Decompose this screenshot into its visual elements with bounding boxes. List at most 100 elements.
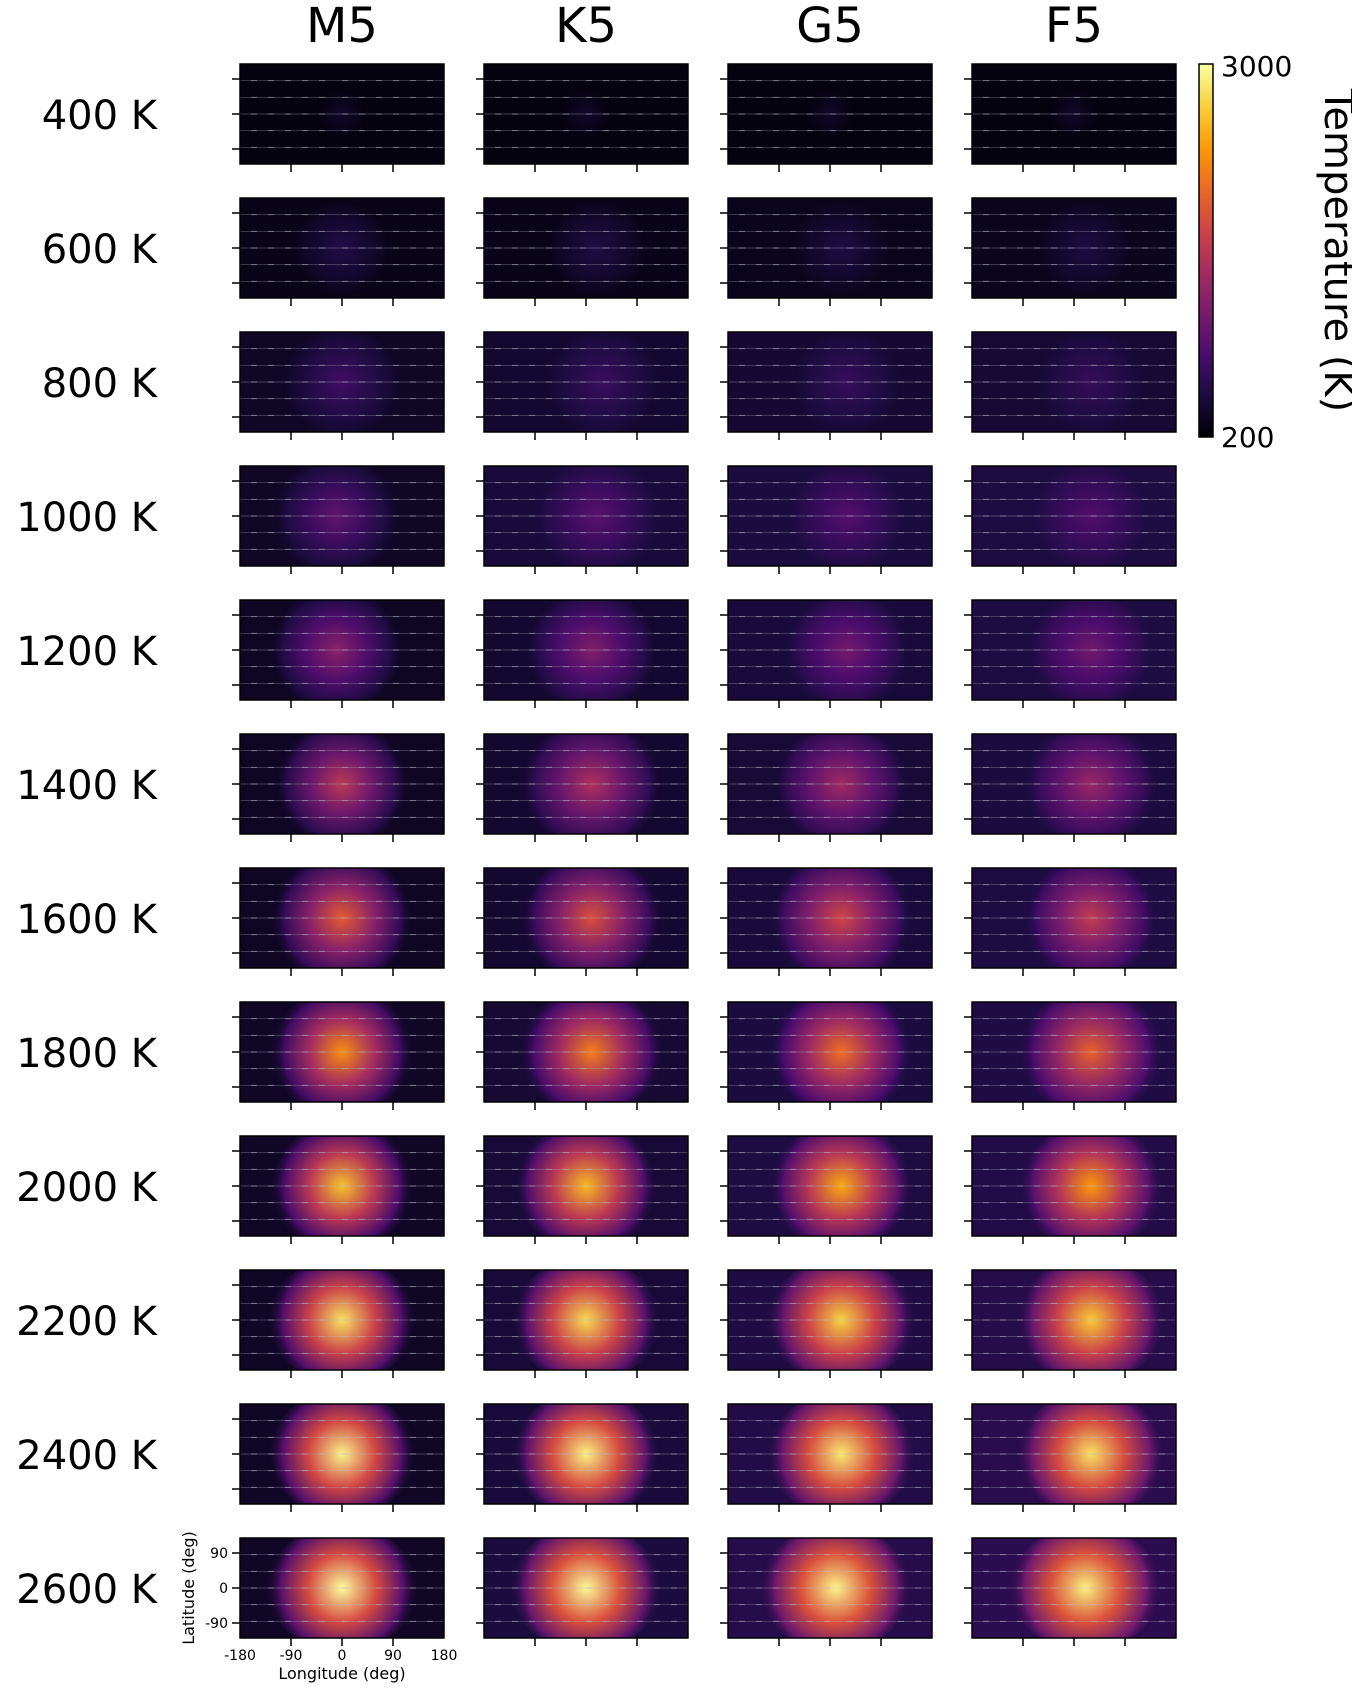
panel-field [240, 198, 444, 298]
row-label-1600: 1600 K [16, 897, 159, 943]
panel-field [972, 1270, 1176, 1370]
dayside-hotspot [773, 734, 910, 834]
row-label-1200: 1200 K [16, 629, 159, 675]
row-label-400: 400 K [42, 93, 159, 139]
panel-k5-2000 [476, 1135, 689, 1244]
panel-field [484, 1404, 688, 1504]
panel-field [240, 332, 444, 432]
panel-f5-1400 [964, 733, 1177, 842]
row-label-800: 800 K [42, 361, 159, 407]
dayside-hotspot [766, 1270, 916, 1370]
panel-field [972, 64, 1176, 164]
x-axis-label: Longitude (deg) [278, 1664, 405, 1683]
panel-g5-1600 [720, 867, 933, 976]
panel-f5-1000 [964, 465, 1177, 574]
dayside-hotspot [272, 466, 401, 566]
panel-k5-2200 [476, 1269, 689, 1378]
row-label-2200: 2200 K [16, 1299, 159, 1345]
row-label-2600: 2600 K [16, 1567, 159, 1613]
panel-field [728, 600, 932, 700]
panel-k5-1600 [476, 867, 689, 976]
column-header-k5: K5 [555, 0, 617, 54]
panel-k5-600 [476, 197, 689, 306]
dayside-hotspot [769, 1002, 914, 1102]
panel-g5-1000 [720, 465, 933, 574]
panel-g5-1200 [720, 599, 933, 708]
panel-f5-400 [964, 63, 1177, 172]
panel-field [240, 1404, 444, 1504]
x-tick-label: 180 [431, 1648, 458, 1664]
panel-m5-1000 [232, 465, 445, 574]
panel-field [728, 1270, 932, 1370]
panel-field [972, 600, 1176, 700]
panel-field [728, 198, 932, 298]
panel-field [728, 868, 932, 968]
panel-field [728, 1136, 932, 1236]
panel-m5-2400 [232, 1403, 445, 1512]
panel-field [484, 332, 688, 432]
panel-field [972, 332, 1176, 432]
panel-k5-800 [476, 331, 689, 440]
panel-f5-2200 [964, 1269, 1177, 1378]
panel-g5-400 [720, 63, 933, 172]
panel-field [484, 64, 688, 164]
y-tick-label: 0 [219, 1581, 228, 1597]
colorbar: 3000 200 Temperature (K) [1198, 50, 1352, 454]
panel-k5-1800 [476, 1001, 689, 1110]
panel-field [728, 1002, 932, 1102]
panel-f5-1200 [964, 599, 1177, 708]
panel-f5-2600 [964, 1537, 1177, 1646]
panel-field [972, 1538, 1176, 1638]
panel-field [240, 600, 444, 700]
colorbar-min-label: 200 [1221, 421, 1274, 454]
panel-field [972, 868, 1176, 968]
row-labels: 400 K 600 K 800 K 1000 K 1200 K 1400 K 1600 K 1… [16, 93, 159, 1613]
panel-m5-2600 [232, 1537, 445, 1646]
dayside-hotspot [790, 198, 893, 298]
panel-field [972, 198, 1176, 298]
panel-f5-2400 [964, 1403, 1177, 1512]
dayside-hotspot [766, 1404, 916, 1504]
y-tick-label: -90 [205, 1616, 228, 1632]
y-axis-label: Latitude (deg) [179, 1531, 198, 1645]
panel-field [484, 600, 688, 700]
panel-k5-400 [476, 63, 689, 172]
dayside-hotspot [769, 868, 914, 968]
row-label-2000: 2000 K [16, 1165, 159, 1211]
panel-field [728, 1404, 932, 1504]
panel-k5-1000 [476, 465, 689, 574]
panel-g5-2000 [720, 1135, 933, 1244]
panel-g5-2400 [720, 1403, 933, 1512]
panel-field [484, 198, 688, 298]
colorbar-bar [1198, 63, 1214, 438]
panel-field [240, 1270, 444, 1370]
panel-field [484, 868, 688, 968]
panel-f5-1800 [964, 1001, 1177, 1110]
column-header-m5: M5 [306, 0, 378, 54]
panel-f5-1600 [964, 867, 1177, 976]
dayside-hotspot [268, 600, 405, 700]
panel-field [972, 734, 1176, 834]
panel-k5-2400 [476, 1403, 689, 1512]
panel-field [484, 1270, 688, 1370]
dayside-hotspot [519, 868, 664, 968]
x-tick-label: 90 [384, 1648, 402, 1664]
dayside-hotspot [759, 1538, 913, 1638]
panel-field [728, 332, 932, 432]
dayside-hotspot [1008, 1538, 1162, 1638]
panel-field [484, 466, 688, 566]
panel-field [728, 466, 932, 566]
panel-field [728, 1538, 932, 1638]
column-header-g5: G5 [796, 0, 864, 54]
row-label-1000: 1000 K [16, 495, 159, 541]
panel-f5-600 [964, 197, 1177, 306]
dayside-hotspot [1034, 198, 1137, 298]
row-label-600: 600 K [42, 227, 159, 273]
panel-field [240, 64, 444, 164]
row-label-1400: 1400 K [16, 763, 159, 809]
panel-field [240, 1002, 444, 1102]
column-headers: M5 K5 G5 F5 [306, 0, 1103, 54]
panel-g5-2200 [720, 1269, 933, 1378]
